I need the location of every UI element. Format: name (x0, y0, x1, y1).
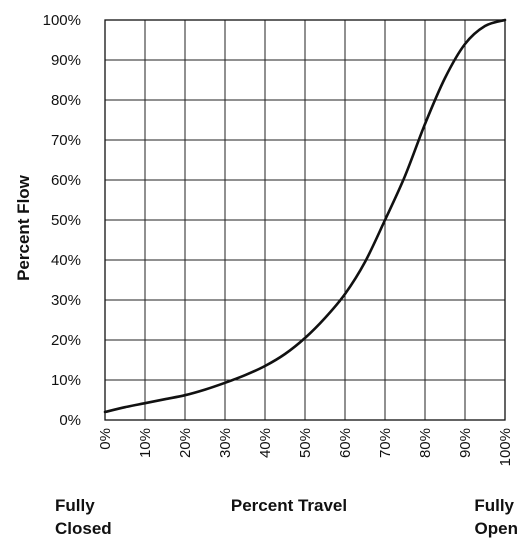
x-tick-label: 0% (97, 428, 114, 450)
y-tick-label: 60% (51, 172, 81, 189)
fully-open-label-line2: Open (475, 519, 518, 538)
x-tick-label: 50% (297, 428, 314, 458)
fully-closed-label-line2: Closed (55, 519, 112, 538)
x-tick-label: 40% (257, 428, 274, 458)
y-tick-label: 70% (51, 132, 81, 149)
y-tick-label: 100% (43, 12, 81, 29)
x-tick-label: 60% (337, 428, 354, 458)
x-axis-title: Percent Travel (231, 496, 347, 515)
x-tick-label: 30% (217, 428, 234, 458)
y-tick-label: 0% (59, 412, 81, 429)
x-tick-label: 90% (457, 428, 474, 458)
x-tick-label: 20% (177, 428, 194, 458)
y-tick-label: 90% (51, 52, 81, 69)
y-axis-ticks: 0% 10% 20% 30% 40% 50% 60% 70% 80% 90% 100% (43, 12, 81, 429)
y-tick-label: 80% (51, 92, 81, 109)
y-tick-label: 20% (51, 332, 81, 349)
x-tick-label: 80% (417, 428, 434, 458)
x-tick-label: 70% (377, 428, 394, 458)
fully-closed-label-line1: Fully (55, 496, 95, 515)
y-tick-label: 30% (51, 292, 81, 309)
y-tick-label: 40% (51, 252, 81, 269)
x-axis-ticks: 0% 10% 20% 30% 40% 50% 60% 70% 80% 90% 100% (97, 428, 514, 466)
y-tick-label: 50% (51, 212, 81, 229)
y-tick-label: 10% (51, 372, 81, 389)
x-tick-label: 10% (137, 428, 154, 458)
fully-open-label-line1: Fully (474, 496, 514, 515)
x-tick-label: 100% (497, 428, 514, 466)
y-axis-title: Percent Flow (14, 174, 33, 281)
